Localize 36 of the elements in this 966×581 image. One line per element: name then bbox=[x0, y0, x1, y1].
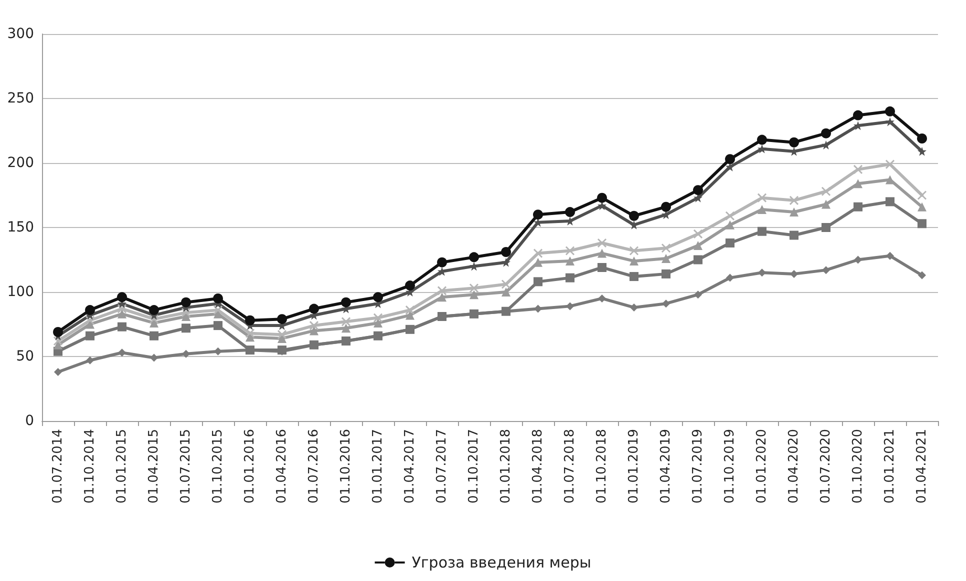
x-tick-label: 01.07.2020 bbox=[818, 429, 834, 504]
y-tick-label: 300 bbox=[7, 26, 34, 42]
x-tick-label: 01.10.2016 bbox=[338, 429, 354, 504]
x-tick-label: 01.01.2019 bbox=[626, 429, 642, 504]
x-tick-label: 01.10.2017 bbox=[466, 429, 482, 504]
x-tick-label: 01.01.2020 bbox=[754, 429, 770, 504]
x-tick-label: 01.01.2017 bbox=[370, 429, 386, 504]
y-tick-label: 50 bbox=[16, 348, 34, 364]
x-tick-label: 01.10.2019 bbox=[722, 429, 738, 504]
x-tick-label: 01.01.2021 bbox=[882, 429, 898, 504]
x-tick-label: 01.01.2015 bbox=[114, 429, 130, 504]
x-tick-label: 01.01.2018 bbox=[498, 429, 514, 504]
x-tick-label: 01.10.2015 bbox=[210, 429, 226, 504]
x-tick-label: 01.07.2014 bbox=[50, 429, 66, 504]
x-tick-label: 01.10.2018 bbox=[594, 429, 610, 504]
x-tick-label: 01.07.2015 bbox=[178, 429, 194, 504]
legend-label: Угроза введения меры bbox=[412, 554, 592, 572]
x-tick-label: 01.04.2017 bbox=[402, 429, 418, 504]
x-tick-label: 01.01.2016 bbox=[242, 429, 258, 504]
x-tick-label: 01.07.2017 bbox=[434, 429, 450, 504]
x-tick-label: 01.07.2018 bbox=[562, 429, 578, 504]
y-tick-label: 250 bbox=[7, 90, 34, 106]
x-tick-label: 01.04.2015 bbox=[146, 429, 162, 504]
x-tick-label: 01.04.2018 bbox=[530, 429, 546, 504]
y-tick-label: 0 bbox=[25, 413, 34, 429]
x-tick-label: 01.04.2016 bbox=[274, 429, 290, 504]
x-tick-label: 01.07.2019 bbox=[690, 429, 706, 504]
x-tick-label: 01.04.2021 bbox=[914, 429, 930, 504]
y-tick-label: 200 bbox=[7, 155, 34, 171]
x-tick-label: 01.10.2020 bbox=[850, 429, 866, 504]
x-tick-label: 01.04.2019 bbox=[658, 429, 674, 504]
y-tick-label: 100 bbox=[7, 284, 34, 300]
x-tick-label: 01.10.2014 bbox=[82, 429, 98, 504]
y-tick-label: 150 bbox=[7, 220, 34, 236]
x-tick-label: 01.07.2016 bbox=[306, 429, 322, 504]
x-tick-label: 01.04.2020 bbox=[786, 429, 802, 504]
